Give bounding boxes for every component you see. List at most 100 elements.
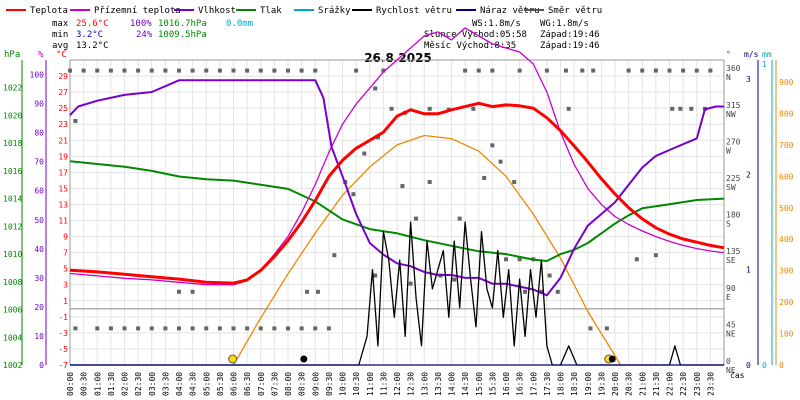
wind-dir-point bbox=[539, 289, 544, 294]
x-tick: 19:30 bbox=[597, 372, 606, 396]
wind-dir-point bbox=[490, 143, 495, 148]
dir-tick: 270 bbox=[726, 137, 741, 146]
wind-dir-point bbox=[286, 68, 290, 73]
wind-dir-point bbox=[177, 289, 181, 294]
ws-text: WS:1.8m/s bbox=[472, 19, 521, 29]
wind-dir-point bbox=[245, 68, 250, 73]
wind-dir-point bbox=[512, 180, 517, 184]
grid bbox=[69, 60, 724, 366]
wind-dir-point bbox=[217, 326, 222, 331]
stat-max-press: 1016.7hPa bbox=[158, 19, 207, 29]
dir-tick: 225 bbox=[726, 174, 741, 183]
x-tick: 09:30 bbox=[325, 372, 334, 396]
wind-dir-point bbox=[332, 253, 337, 258]
wind-dir-point bbox=[555, 289, 560, 294]
wind-dir-point bbox=[177, 68, 181, 73]
temp-tick: 27 bbox=[58, 88, 68, 97]
pct-tick: 20 bbox=[34, 303, 44, 312]
wind-dir-point bbox=[678, 106, 683, 111]
stat-avg-label: avg bbox=[52, 41, 68, 51]
pct-tick: 70 bbox=[34, 158, 44, 167]
dir-tick: 0 bbox=[726, 357, 731, 366]
hpa-tick: 1002 bbox=[3, 361, 22, 370]
hpa-tick: 1014 bbox=[3, 195, 22, 204]
ms-tick: 1 bbox=[746, 266, 751, 275]
x-tick: 10:30 bbox=[352, 372, 361, 396]
moon-rise-text: Měsíc Východ:8:35 bbox=[424, 41, 516, 51]
temp-tick: 9 bbox=[63, 233, 68, 242]
x-tick: 11:30 bbox=[379, 372, 388, 396]
x-tick: 15:30 bbox=[488, 372, 497, 396]
dir-tick: 45 bbox=[726, 320, 736, 329]
x-tick: 08:00 bbox=[284, 372, 293, 396]
dir-name: NW bbox=[726, 110, 736, 119]
x-tick: 17:30 bbox=[543, 372, 552, 396]
x-tick: 14:30 bbox=[461, 372, 470, 396]
temp-tick: 3 bbox=[63, 281, 68, 290]
dir-name: SE bbox=[726, 256, 736, 265]
wind-dir-point bbox=[272, 326, 277, 331]
temp-tick: 7 bbox=[63, 249, 68, 258]
wind-dir-point bbox=[136, 68, 141, 73]
temp-tick: 25 bbox=[58, 104, 68, 113]
x-tick: 05:30 bbox=[216, 372, 225, 396]
moonset-marker bbox=[608, 355, 616, 363]
x-tick: 11:00 bbox=[366, 372, 375, 396]
temp-tick: -1 bbox=[58, 313, 68, 322]
wind-dir-point bbox=[149, 326, 154, 331]
wind-dir-point bbox=[694, 68, 699, 73]
dir-name: S bbox=[726, 220, 731, 229]
x-tick: 01:30 bbox=[107, 372, 116, 396]
pct-tick: 10 bbox=[34, 332, 44, 341]
wind-dir-point bbox=[604, 326, 609, 331]
hpa-tick: 1008 bbox=[3, 278, 22, 287]
stat-max-temp: 25.6°C bbox=[76, 19, 109, 29]
dir-tick: 360 bbox=[726, 64, 741, 73]
wind-dir-point bbox=[305, 289, 310, 294]
wind-dir-point bbox=[149, 68, 154, 73]
wind-dir-point bbox=[452, 277, 457, 282]
wind-dir-point bbox=[653, 253, 658, 258]
wind-dir-point bbox=[400, 184, 405, 189]
x-tick: 06:30 bbox=[243, 372, 252, 396]
wind-dir-point bbox=[122, 326, 127, 331]
sun-tick: 0 bbox=[779, 361, 784, 370]
ms-tick: 2 bbox=[746, 170, 751, 179]
plot-area bbox=[68, 27, 725, 366]
pct-tick: 100 bbox=[30, 71, 45, 80]
x-tick: 01:00 bbox=[93, 372, 102, 396]
wind-dir-point bbox=[471, 106, 476, 111]
wind-dir-point bbox=[313, 68, 318, 73]
pct-tick: 0 bbox=[39, 361, 44, 370]
wind-dir-point bbox=[517, 257, 522, 262]
x-tick: 23:30 bbox=[706, 372, 715, 396]
wind-dir-point bbox=[217, 68, 222, 73]
hpa-tick: 1004 bbox=[3, 333, 22, 342]
x-tick: 15:00 bbox=[475, 372, 484, 396]
sun-set-text: Západ:19:46 bbox=[540, 30, 600, 40]
stat-max-label: max bbox=[52, 19, 69, 29]
dir-name: SW bbox=[726, 183, 736, 192]
temp-tick: 19 bbox=[58, 152, 68, 161]
legend-label: Teplota bbox=[30, 6, 68, 16]
wind-dir-point bbox=[634, 257, 639, 262]
stat-min-label: min bbox=[52, 30, 68, 40]
x-tick: 07:00 bbox=[257, 372, 266, 396]
wind-dir-point bbox=[547, 273, 552, 278]
dir-tick: 180 bbox=[726, 211, 741, 220]
pct-tick: 50 bbox=[34, 216, 44, 225]
x-tick: 19:00 bbox=[584, 372, 593, 396]
wind-dir-point bbox=[414, 216, 419, 221]
x-tick: 23:00 bbox=[693, 372, 702, 396]
x-tick: 00:30 bbox=[80, 372, 89, 396]
wind-dir-point bbox=[73, 119, 78, 123]
wind-dir-point bbox=[177, 326, 181, 331]
wind-dir-point bbox=[580, 68, 585, 73]
wind-dir-point bbox=[482, 175, 487, 180]
wind-dir-point bbox=[299, 68, 304, 73]
markers bbox=[228, 354, 616, 364]
legend-label: Rychlost větru bbox=[376, 6, 452, 16]
wind-dir-point bbox=[354, 68, 359, 73]
stat-max-rain: 0.0mm bbox=[226, 19, 253, 29]
